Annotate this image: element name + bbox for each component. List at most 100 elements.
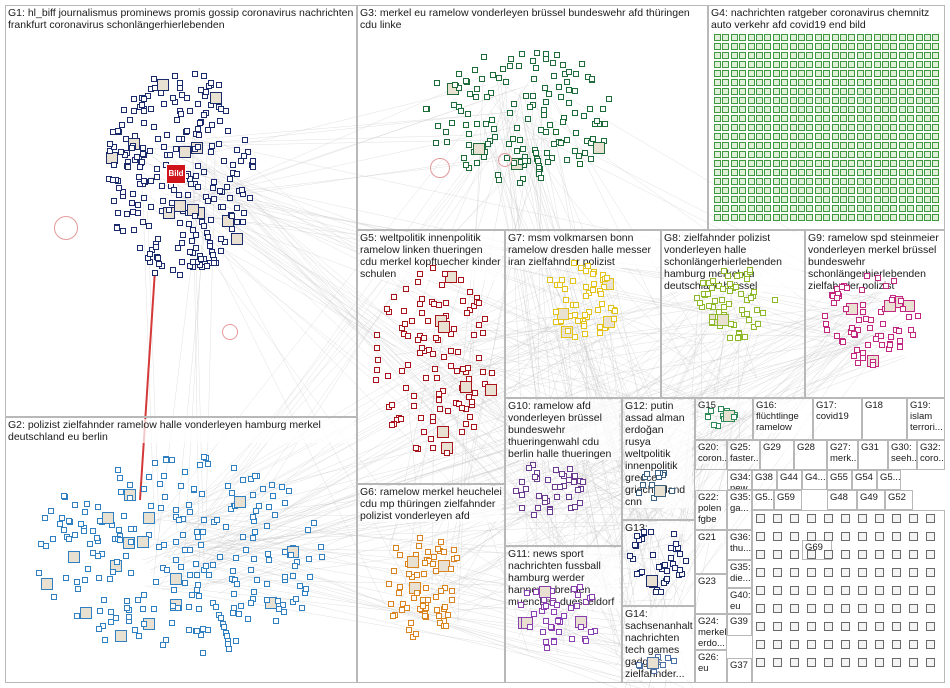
graph-node: [747, 106, 755, 113]
graph-node: [764, 151, 772, 158]
graph-node: [128, 539, 135, 546]
graph-node: [227, 194, 234, 201]
graph-node: [557, 483, 564, 490]
graph-node: [781, 169, 789, 176]
graph-node: [873, 79, 881, 86]
graph-node: [806, 160, 814, 167]
graph-node: [263, 580, 270, 587]
graph-node: [43, 542, 50, 549]
graph-node: [225, 483, 232, 490]
graph-node: [250, 534, 257, 541]
graph-node: [756, 151, 763, 158]
graph-node: [232, 554, 239, 561]
graph-node: [714, 205, 721, 212]
graph-node: [633, 533, 640, 540]
graph-node: [848, 88, 856, 95]
graph-node: [744, 311, 751, 318]
graph-node: [533, 588, 540, 595]
group-label-g3: G3: merkel eu ramelow vonderleyen brüsse…: [360, 7, 705, 31]
graph-edge: [199, 123, 499, 526]
graph-node: [596, 330, 603, 337]
graph-node: [806, 133, 814, 140]
graph-node: [160, 144, 167, 151]
graph-node: [856, 88, 864, 95]
graph-node: [126, 116, 133, 123]
graph-node: [745, 317, 752, 324]
graph-node: [186, 604, 193, 611]
graph-node: [139, 150, 146, 157]
graph-node: [730, 124, 738, 131]
graph-node: [201, 516, 208, 523]
graph-node: [840, 214, 847, 221]
graph-node: [773, 640, 782, 649]
graph-node: [873, 178, 881, 185]
graph-node: [781, 106, 789, 113]
graph-edge: [186, 126, 516, 200]
graph-node: [892, 622, 901, 631]
graph-node: [186, 571, 193, 578]
graph-node: [653, 588, 660, 595]
graph-node: [138, 158, 145, 165]
graph-node: [65, 517, 72, 524]
graph-node: [251, 473, 258, 480]
graph-node: [441, 270, 448, 277]
graph-node: [781, 43, 789, 50]
graph-node: [215, 82, 222, 89]
graph-node: [831, 106, 839, 113]
graph-node: [229, 212, 236, 219]
graph-node: [714, 88, 721, 95]
graph-node: [480, 54, 487, 61]
graph-node: [431, 553, 438, 560]
graph-node: [176, 271, 183, 278]
graph-node: [865, 196, 873, 203]
graph-node: [848, 52, 856, 59]
graph-node: [507, 62, 514, 69]
graph-node: [873, 97, 881, 104]
group-panel-g30: G30: seeh...: [888, 440, 917, 470]
graph-node: [789, 34, 797, 41]
graph-node: [140, 620, 147, 627]
graph-node: [136, 535, 149, 548]
graph-edge: [205, 178, 672, 534]
graph-node: [530, 610, 537, 617]
graph-node: [860, 308, 867, 315]
graph-node: [814, 169, 822, 176]
graph-node: [798, 142, 805, 149]
graph-node: [781, 97, 789, 104]
graph-node: [410, 403, 417, 410]
graph-ring: [498, 153, 512, 167]
graph-node: [677, 550, 684, 557]
graph-node: [747, 52, 755, 59]
graph-node: [505, 141, 512, 148]
graph-node: [112, 615, 119, 622]
graph-node: [756, 43, 763, 50]
graph-node: [709, 277, 716, 284]
graph-node: [191, 70, 198, 77]
graph-node: [194, 144, 201, 151]
graph-node: [781, 214, 789, 221]
graph-node: [208, 122, 215, 129]
graph-node: [163, 636, 170, 643]
graph-node: [924, 142, 931, 149]
graph-node: [932, 133, 940, 140]
graph-node: [747, 160, 755, 167]
graph-node: [227, 506, 234, 513]
group-label-g28: G28: [797, 442, 824, 453]
graph-node: [57, 520, 64, 527]
graph-node: [74, 578, 81, 585]
graph-node: [840, 196, 847, 203]
graph-node: [122, 136, 129, 143]
graph-node: [789, 43, 797, 50]
graph-node: [848, 214, 856, 221]
graph-node: [175, 605, 182, 612]
graph-node: [890, 278, 897, 285]
graph-node: [416, 535, 423, 542]
graph-node: [251, 528, 258, 535]
graph-edge: [445, 274, 573, 333]
graph-node: [814, 160, 822, 167]
graph-node: [773, 550, 782, 559]
graph-node: [484, 383, 497, 396]
group-panel-g40: G40: eu: [727, 588, 752, 614]
graph-node: [416, 542, 423, 549]
graph-node: [392, 545, 399, 552]
